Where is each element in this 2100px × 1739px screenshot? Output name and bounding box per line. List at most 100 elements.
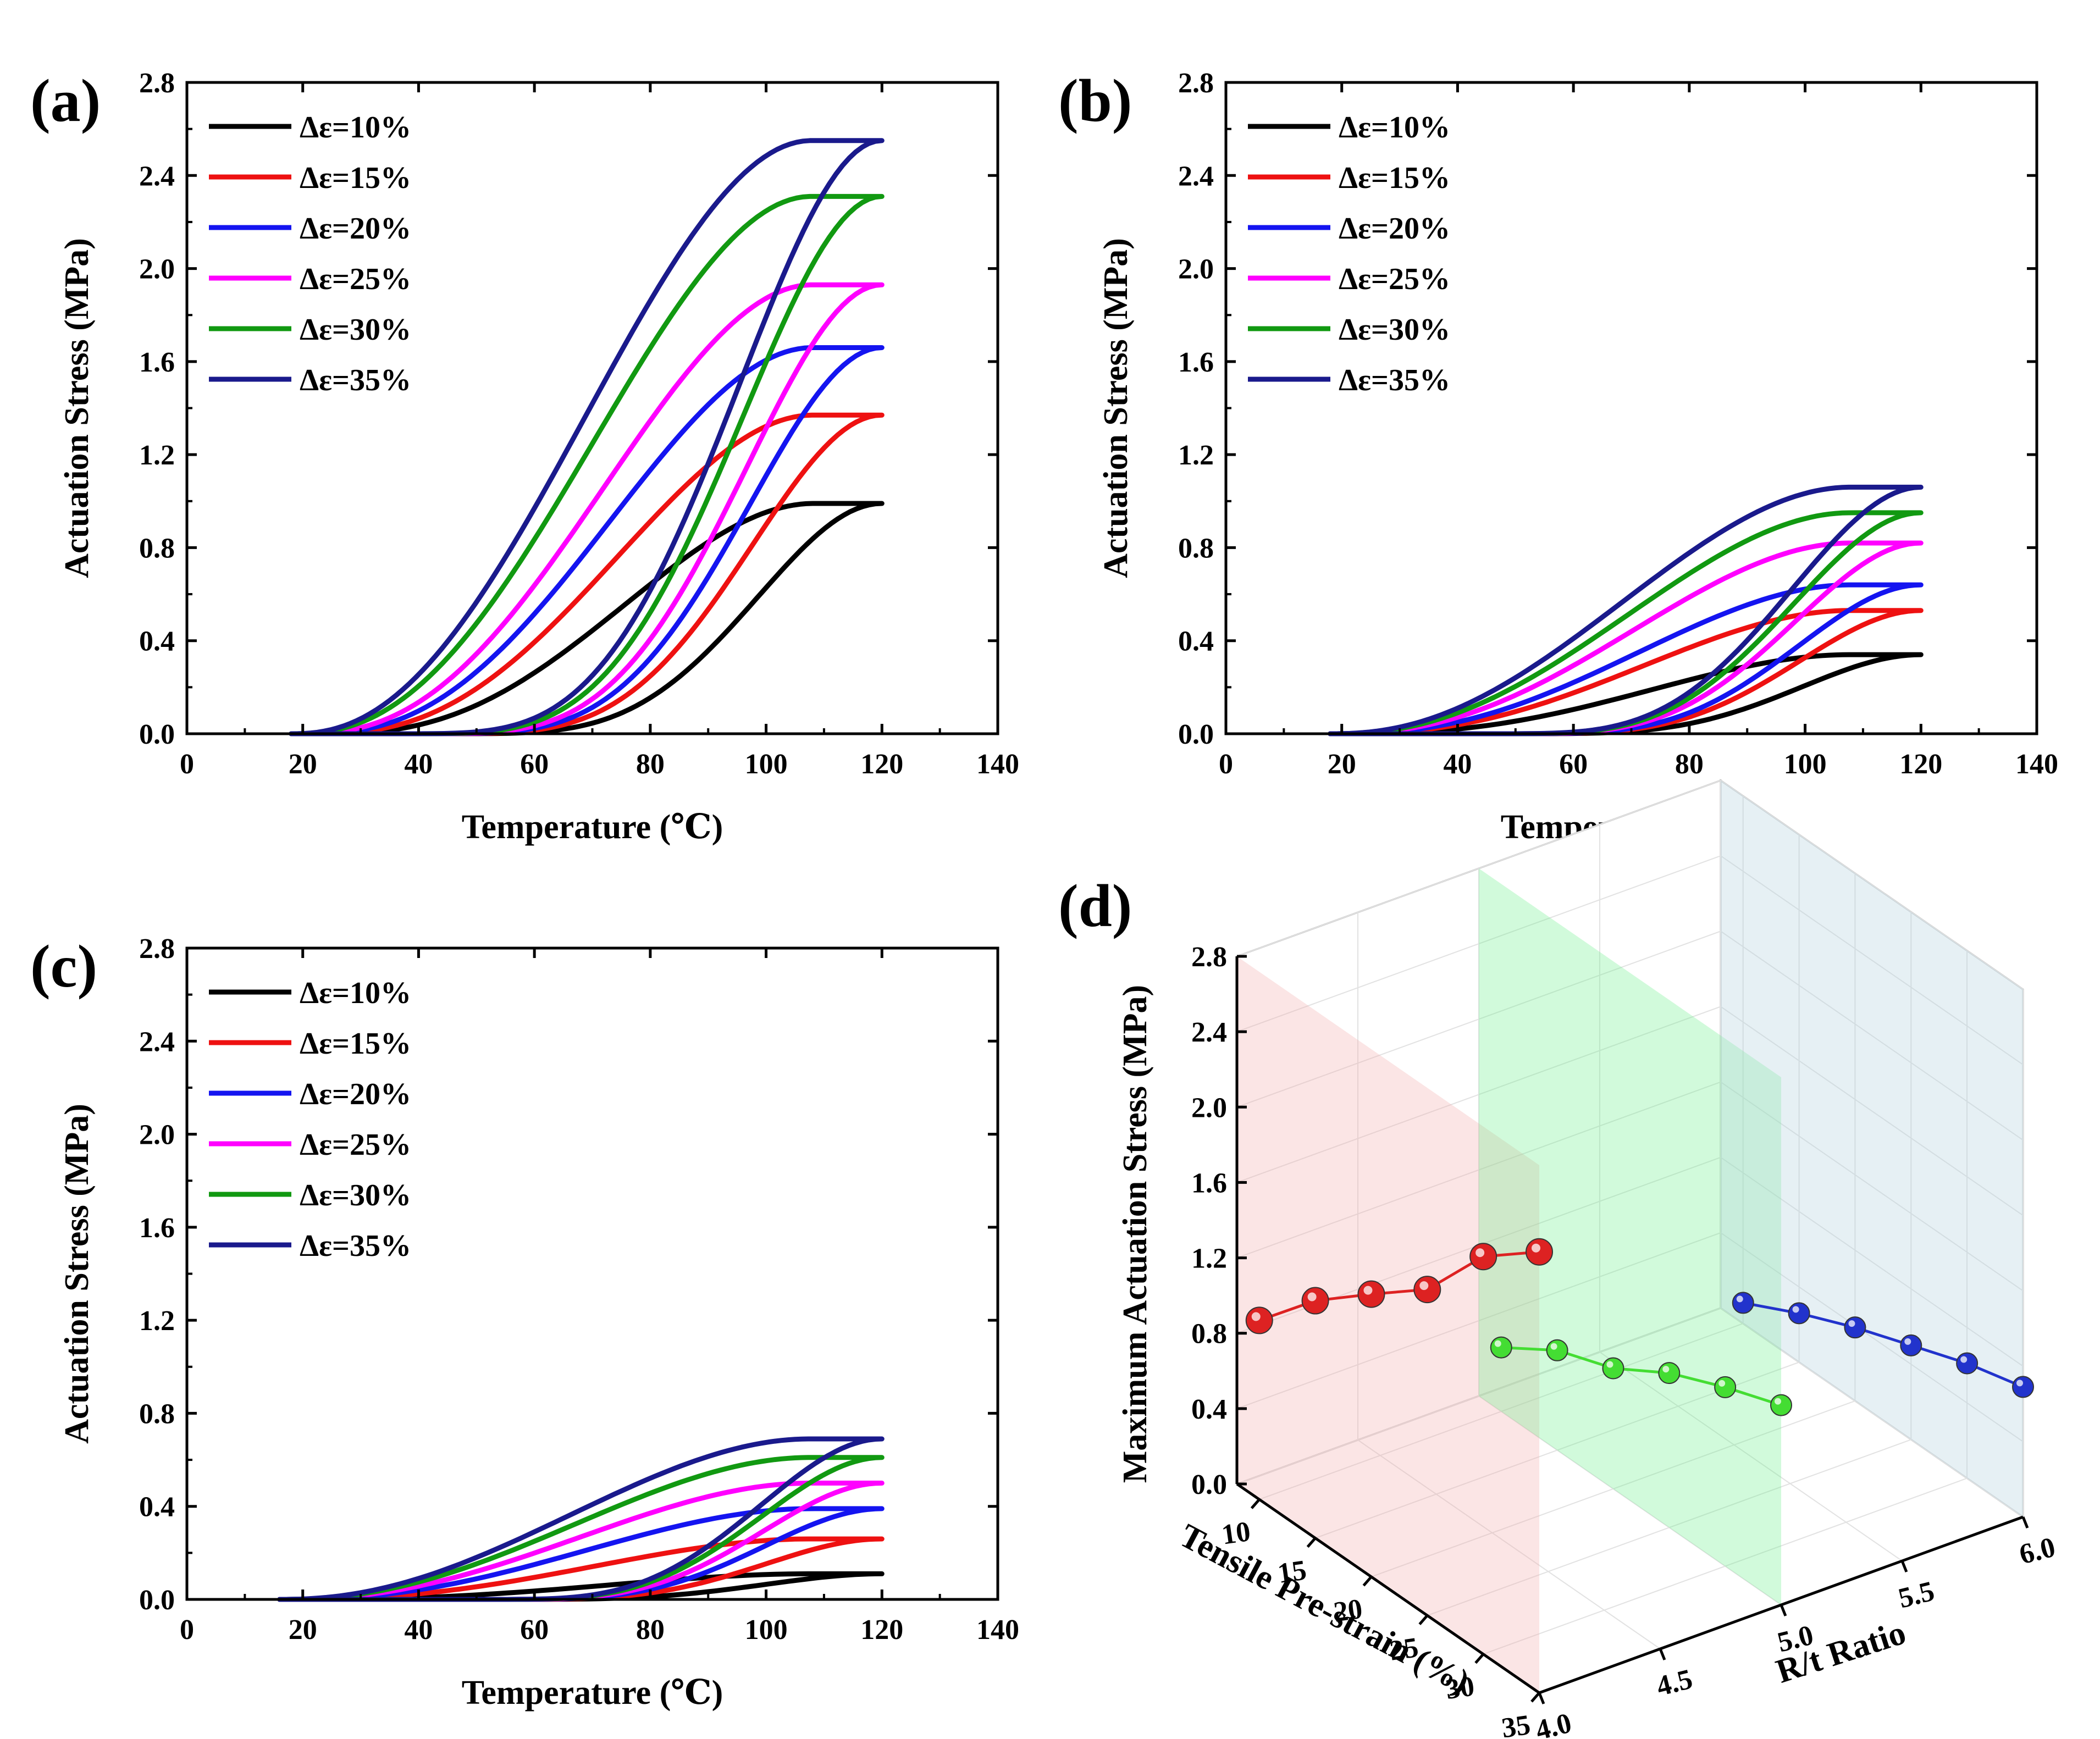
floor-gridline-y	[1599, 824, 1903, 1561]
legend-label: Δε=15%	[300, 161, 411, 195]
y-tick-label: 0.0	[1178, 719, 1214, 750]
y-tick	[2021, 1516, 2029, 1528]
y-axis-label: Actuation Stress (MPa)	[58, 1104, 96, 1444]
data-point	[1788, 1302, 1810, 1325]
series-plane-2	[1479, 868, 1781, 1605]
y-tick-label: 2.4	[139, 160, 175, 192]
legend-label: Δε=10%	[1339, 110, 1450, 145]
y-tick-label: 1.6	[139, 347, 175, 378]
legend-label: Δε=35%	[1339, 363, 1450, 397]
x-tick	[1530, 1692, 1540, 1703]
y-tick-label: 1.2	[139, 440, 175, 471]
data-point	[1490, 1336, 1512, 1359]
z-axis-label: Maximum Actuation Stress (MPa)	[1117, 985, 1154, 1483]
z-tick-label: 0.0	[1191, 1469, 1227, 1500]
x-tick-label: 140	[2015, 749, 2058, 780]
data-point-highlight	[1904, 1338, 1911, 1345]
x-axis-label: Temperature (℃)	[462, 1674, 723, 1712]
data-point-highlight	[2016, 1380, 2023, 1387]
data-point	[1770, 1394, 1792, 1416]
data-point	[1301, 1287, 1329, 1315]
chart-panel-a: 0 20 40 60 80 100 120 140 0.0 0.4 0.8 1.2 1.6 2.0 2.4 2…	[30, 67, 1019, 846]
x-tick-label: 100	[745, 1614, 788, 1646]
data-point	[1245, 1306, 1273, 1334]
y-tick-label: 2.8	[139, 933, 175, 965]
data-point	[1469, 1243, 1497, 1271]
y-tick	[1538, 1692, 1545, 1704]
y-tick-label: 1.2	[1178, 440, 1214, 471]
series-plane-3	[1721, 780, 2023, 1517]
x-tick-label: 60	[1559, 749, 1588, 780]
data-point	[1844, 1316, 1866, 1339]
y-tick-label: 2.0	[139, 1120, 175, 1151]
data-point-highlight	[1550, 1343, 1557, 1350]
panel-label: (b)	[1058, 67, 1132, 134]
floor-gridline-y	[1720, 780, 2024, 1518]
x-tick-label: 60	[520, 1614, 549, 1646]
legend-label: Δε=10%	[300, 110, 411, 145]
z-tick-label: 2.8	[1191, 942, 1227, 973]
x-tick-label: 25	[1388, 1632, 1420, 1667]
data-point	[1357, 1280, 1385, 1308]
data-point	[1658, 1362, 1681, 1384]
data-point	[1714, 1376, 1737, 1398]
x-tick-label: 100	[745, 749, 788, 780]
data-point	[2012, 1376, 2034, 1398]
x-tick-label: 100	[1784, 749, 1827, 780]
x-tick-label: 20	[289, 749, 317, 780]
x-tick-label: 120	[860, 1614, 903, 1646]
x-axis-line	[1236, 1482, 1540, 1694]
legend-label: Δε=30%	[300, 313, 411, 347]
data-point-highlight	[1718, 1380, 1726, 1387]
x-tick-label: 30	[1444, 1670, 1476, 1705]
data-point-highlight	[1775, 1398, 1781, 1405]
legend-label: Δε=35%	[300, 1229, 411, 1263]
data-point-highlight	[1494, 1340, 1501, 1347]
y-tick-label: 1.6	[1178, 347, 1214, 378]
data-point	[1732, 1292, 1754, 1314]
data-point-highlight	[1307, 1292, 1317, 1302]
x-tick-label: 60	[520, 749, 549, 780]
x-tick-label: 120	[1899, 749, 1942, 780]
y-tick-label: 0.4	[139, 626, 175, 657]
y-axis-label: Actuation Stress (MPa)	[58, 238, 96, 578]
y-tick-label: 2.0	[1178, 254, 1214, 285]
data-point-highlight	[1848, 1320, 1855, 1327]
floor-gridline-y	[1357, 912, 1661, 1649]
series-line-6	[289, 138, 885, 736]
x-tick	[1306, 1537, 1317, 1548]
y-tick-label: 2.8	[1178, 68, 1214, 99]
x-tick	[1362, 1576, 1373, 1587]
x-tick-label: 0	[180, 749, 194, 780]
data-point-highlight	[1606, 1361, 1613, 1368]
y-tick-label: 0.4	[1178, 626, 1214, 657]
x-tick-label: 35	[1500, 1709, 1532, 1739]
x-tick-label: 10	[1220, 1516, 1252, 1551]
z-tick-label: 0.4	[1191, 1394, 1227, 1425]
x-tick	[1474, 1653, 1485, 1664]
data-point-highlight	[1532, 1243, 1540, 1253]
series-plane-1	[1237, 956, 1539, 1693]
x-tick-label: 0	[180, 1614, 194, 1646]
x-tick-label: 40	[1443, 749, 1472, 780]
data-point-highlight	[1736, 1295, 1743, 1303]
y-tick-label: 0.0	[139, 1585, 175, 1616]
y-tick-label: 2.4	[139, 1026, 175, 1057]
data-point-highlight	[1662, 1366, 1670, 1373]
x-tick	[1250, 1498, 1261, 1509]
z-tick-label: 2.0	[1191, 1092, 1227, 1123]
legend-label: Δε=10%	[300, 976, 411, 1010]
legend-label: Δε=20%	[1339, 212, 1450, 246]
y-tick-label: 1.6	[139, 1212, 175, 1244]
x-axis-label: Temperature (℃)	[462, 808, 723, 846]
legend-label: Δε=35%	[300, 363, 411, 397]
data-point-highlight	[1419, 1281, 1429, 1291]
data-point-highlight	[1792, 1306, 1799, 1313]
y-tick-label: 2.0	[139, 254, 175, 285]
x-tick-label: 80	[1675, 749, 1704, 780]
y-tick-label: 0.0	[139, 719, 175, 750]
z-tick-label: 0.8	[1191, 1319, 1227, 1350]
z-tick-label: 2.4	[1191, 1017, 1227, 1048]
panel-label: (a)	[30, 67, 101, 134]
